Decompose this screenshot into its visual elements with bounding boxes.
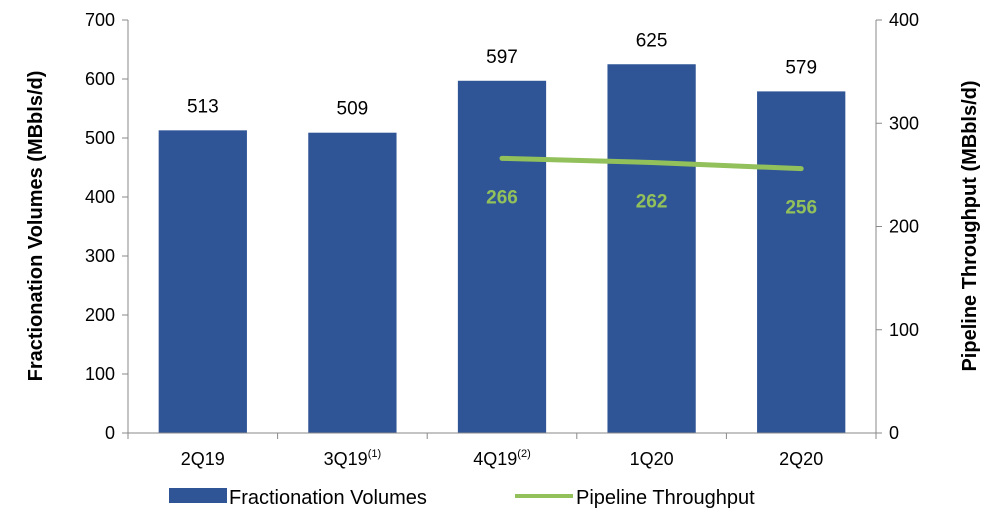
x-tick-label-2Q20: 2Q20 [779, 449, 823, 469]
x-tick-labels-group: 2Q19 3Q19(1) 4Q19(2) 1Q20 2Q20 [181, 448, 823, 469]
bar-2Q19 [158, 130, 247, 433]
bars-group [158, 64, 846, 434]
legend-label-pipeline-throughput: Pipeline Throughput [576, 487, 755, 509]
y2-tick-label-100: 100 [889, 320, 919, 340]
legend-label-fractionation-volumes: Fractionation Volumes [229, 487, 427, 509]
y2-tick-label-200: 200 [889, 217, 919, 237]
line-label-2Q20: 256 [785, 198, 817, 219]
axes-group: 0 100 200 300 400 500 600 700 0 100 200 300 400 [85, 10, 919, 443]
y2-tick-label-300: 300 [889, 113, 919, 133]
line-label-4Q19: 266 [486, 187, 518, 208]
bar-3Q19 [308, 132, 397, 433]
y-tick-label-200: 200 [85, 305, 115, 325]
bar-label-1Q20: 625 [636, 30, 668, 51]
y-tick-label-100: 100 [85, 364, 115, 384]
bar-label-4Q19: 597 [486, 47, 518, 68]
x-tick-label-4Q19: 4Q19(2) [473, 448, 531, 469]
legend: Fractionation Volumes Pipeline Throughpu… [169, 487, 755, 509]
y2-axis-title: Pipeline Throughput (MBbls/d) [959, 80, 981, 371]
y-tick-label-400: 400 [85, 187, 115, 207]
line-group [499, 155, 804, 172]
x-tick-label-3Q19: 3Q19(1) [324, 448, 382, 469]
y-tick-label-500: 500 [85, 128, 115, 148]
y-tick-label-600: 600 [85, 69, 115, 89]
y2-tick-label-0: 0 [889, 423, 899, 443]
y-tick-label-0: 0 [105, 423, 115, 443]
line-label-1Q20: 262 [636, 191, 668, 212]
x-tick-label-1Q20: 1Q20 [630, 449, 674, 469]
y-tick-label-300: 300 [85, 246, 115, 266]
bar-label-2Q19: 513 [187, 96, 219, 117]
y-axis-title: Fractionation Volumes (MBbls/d) [25, 71, 47, 382]
bar-label-2Q20: 579 [785, 57, 817, 78]
bar-labels-group: 513 509 597 625 579 [187, 30, 817, 119]
bar-1Q20 [607, 64, 696, 433]
bar-4Q19 [457, 80, 547, 434]
x-tick-label-2Q19: 2Q19 [181, 449, 225, 469]
bar-2Q20 [757, 91, 846, 433]
line-pipeline-throughput [499, 155, 804, 172]
y2-tick-label-400: 400 [889, 10, 919, 30]
bar-label-3Q19: 509 [337, 99, 369, 120]
y-tick-label-700: 700 [85, 10, 115, 30]
legend-swatch-fractionation-volumes [169, 488, 227, 503]
line-labels-group: 266 262 256 [486, 187, 817, 218]
